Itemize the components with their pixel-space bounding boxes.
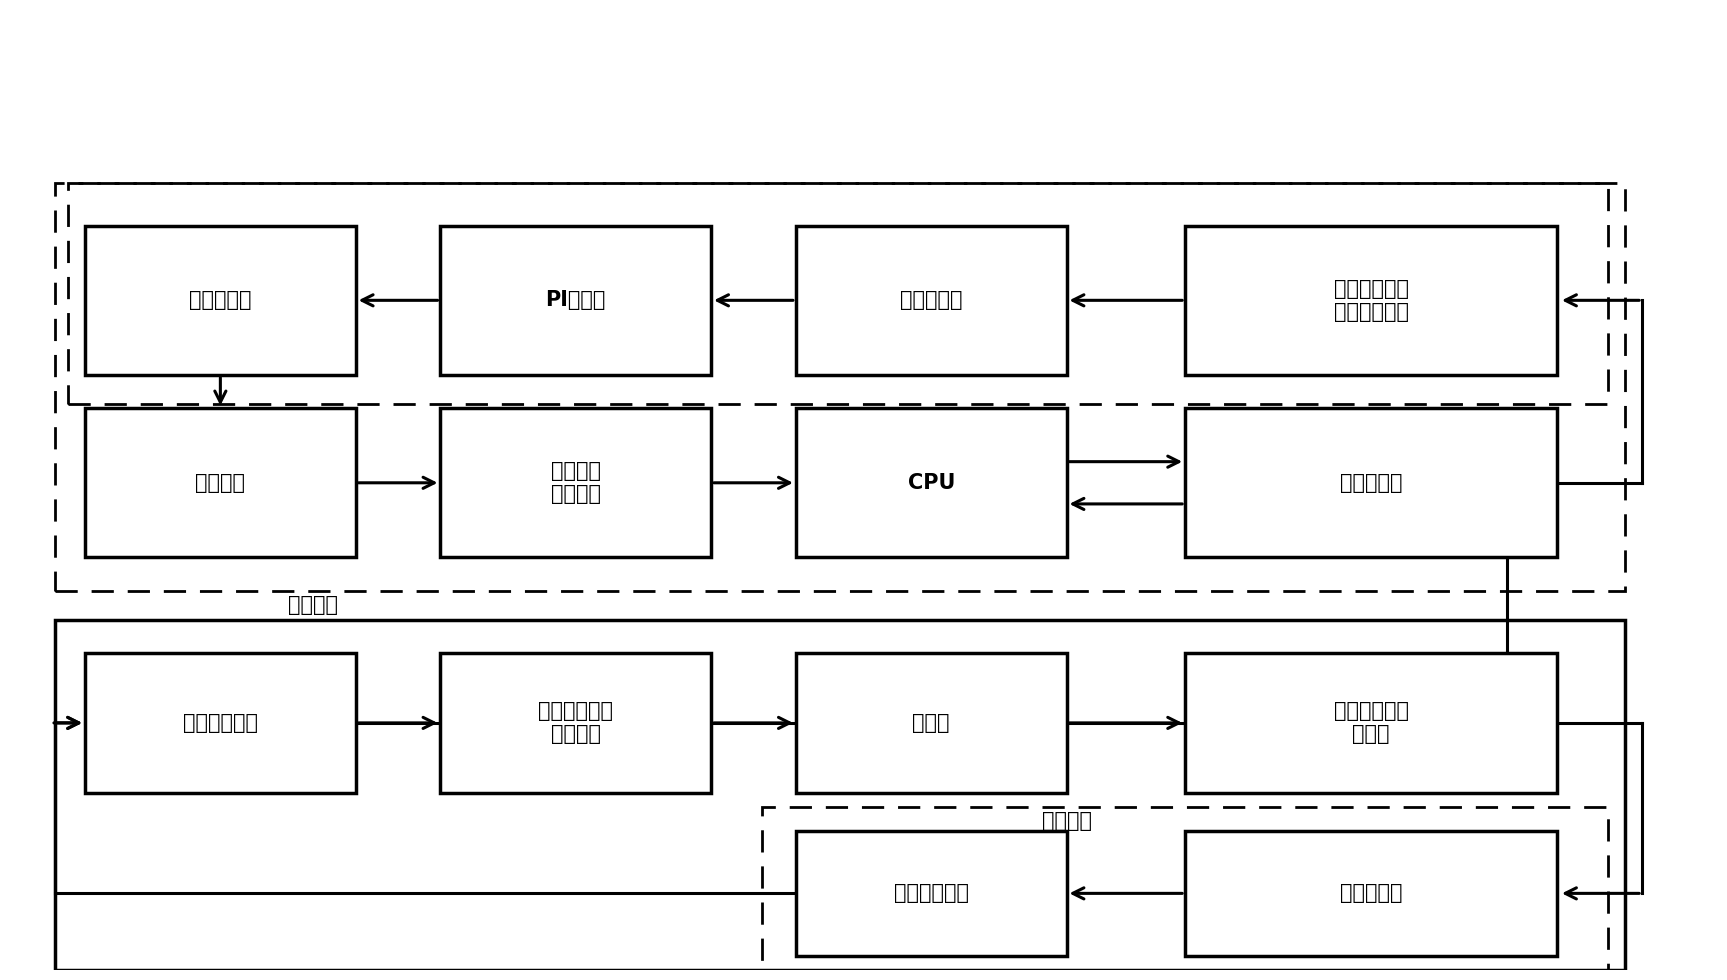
Bar: [796, 409, 1067, 558]
Bar: [1185, 409, 1558, 558]
Bar: [1185, 831, 1558, 956]
Bar: [796, 831, 1067, 956]
Text: 限幅输出: 限幅输出: [195, 472, 245, 493]
Text: CPU: CPU: [907, 472, 955, 493]
Bar: [85, 654, 356, 793]
Text: 电气控制: 电气控制: [288, 595, 338, 615]
Text: 轧机水平平衡
液压系统: 轧机水平平衡 液压系统: [539, 702, 613, 745]
Bar: [1185, 654, 1558, 793]
Text: 压力参考值: 压力参考值: [900, 290, 962, 311]
Bar: [1185, 225, 1558, 374]
Text: 压流转换模块: 压流转换模块: [183, 712, 257, 733]
Text: 压流转换模块: 压流转换模块: [893, 883, 969, 904]
Bar: [55, 182, 1625, 591]
Bar: [440, 409, 712, 558]
Bar: [796, 654, 1067, 793]
Text: 压力反馈: 压力反馈: [1041, 811, 1091, 831]
Text: 压力检测器: 压力检测器: [1340, 883, 1402, 904]
Bar: [67, 182, 1608, 404]
Text: PI调节器: PI调节器: [546, 290, 606, 311]
Bar: [85, 409, 356, 558]
Bar: [762, 807, 1608, 970]
Bar: [440, 225, 712, 374]
Bar: [440, 654, 712, 793]
Text: 水平平衡系统
控制模式选择: 水平平衡系统 控制模式选择: [1333, 278, 1409, 321]
Text: 控制阀: 控制阀: [912, 712, 950, 733]
Text: 轧机水平平衡
液压缸: 轧机水平平衡 液压缸: [1333, 702, 1409, 745]
Bar: [85, 225, 356, 374]
Text: 斜坡发生器: 斜坡发生器: [190, 290, 252, 311]
Text: 输出设定
安全压力: 输出设定 安全压力: [551, 462, 601, 505]
Bar: [55, 619, 1625, 970]
Bar: [796, 225, 1067, 374]
Text: 输入输出板: 输入输出板: [1340, 472, 1402, 493]
